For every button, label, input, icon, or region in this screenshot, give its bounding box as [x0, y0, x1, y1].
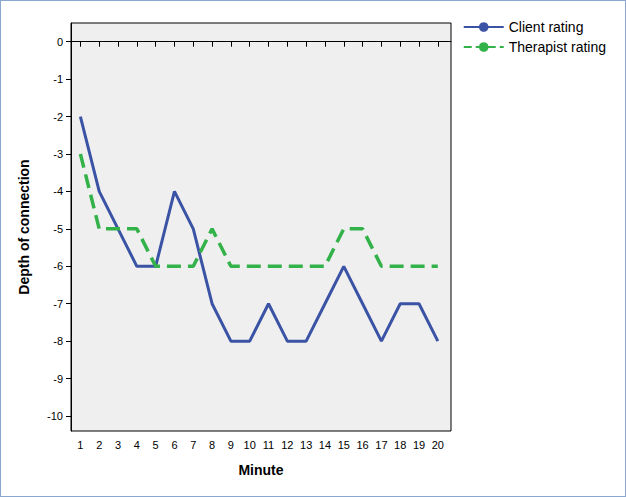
- svg-text:1: 1: [77, 439, 83, 451]
- svg-text:-3: -3: [53, 148, 63, 160]
- svg-text:-7: -7: [53, 298, 63, 310]
- svg-text:15: 15: [338, 439, 350, 451]
- svg-text:Therapist rating: Therapist rating: [509, 39, 606, 55]
- svg-text:-1: -1: [53, 73, 63, 85]
- svg-text:12: 12: [281, 439, 293, 451]
- svg-text:-10: -10: [47, 410, 63, 422]
- svg-text:-9: -9: [53, 373, 63, 385]
- svg-text:6: 6: [171, 439, 177, 451]
- svg-text:Depth of connection: Depth of connection: [16, 159, 32, 294]
- svg-text:-5: -5: [53, 223, 63, 235]
- svg-text:-4: -4: [53, 185, 63, 197]
- svg-text:Minute: Minute: [238, 462, 283, 478]
- svg-text:16: 16: [356, 439, 368, 451]
- svg-text:14: 14: [319, 439, 331, 451]
- svg-text:17: 17: [375, 439, 387, 451]
- svg-text:-6: -6: [53, 260, 63, 272]
- svg-text:5: 5: [153, 439, 159, 451]
- svg-text:-2: -2: [53, 111, 63, 123]
- svg-text:9: 9: [228, 439, 234, 451]
- svg-text:19: 19: [413, 439, 425, 451]
- svg-text:3: 3: [115, 439, 121, 451]
- svg-text:7: 7: [190, 439, 196, 451]
- svg-text:Client rating: Client rating: [509, 19, 584, 35]
- svg-text:18: 18: [394, 439, 406, 451]
- svg-text:0: 0: [57, 36, 63, 48]
- svg-text:20: 20: [432, 439, 444, 451]
- svg-text:4: 4: [134, 439, 140, 451]
- svg-text:11: 11: [263, 439, 274, 451]
- svg-text:2: 2: [96, 439, 102, 451]
- svg-text:8: 8: [209, 439, 215, 451]
- svg-text:-8: -8: [53, 335, 63, 347]
- svg-text:13: 13: [300, 439, 312, 451]
- svg-text:10: 10: [244, 439, 256, 451]
